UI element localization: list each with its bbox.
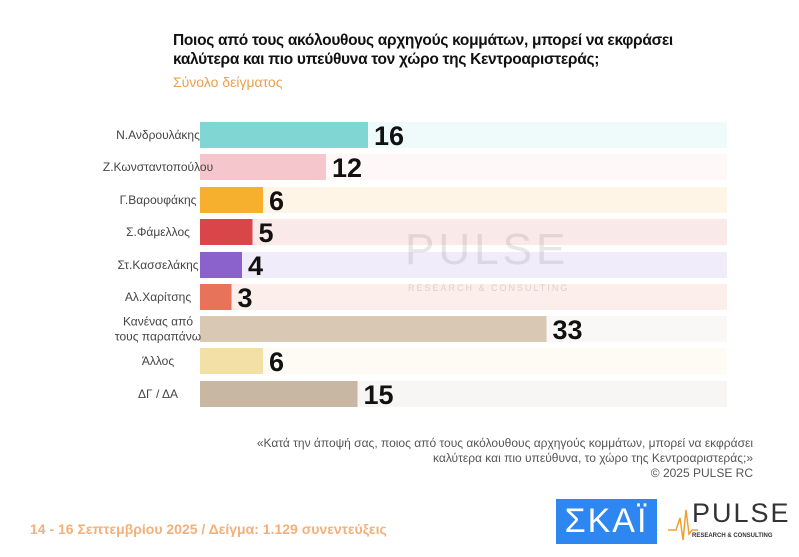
category-label: Ν.Ανδρουλάκης <box>116 128 200 142</box>
question-note: «Κατά την άποψή σας, ποιος από τους ακόλ… <box>257 436 753 481</box>
data-label: 12 <box>332 153 362 183</box>
watermark: PULSE <box>405 225 570 274</box>
bar <box>200 154 326 180</box>
category-label: Σ.Φάμελλος <box>126 225 190 239</box>
chart-subtitle: Σύνολο δείγματος <box>173 74 283 90</box>
category-label: τους παραπάνω <box>115 330 201 344</box>
bar <box>200 219 253 245</box>
data-label: 6 <box>269 186 284 216</box>
bar <box>200 348 263 374</box>
note-line-1: «Κατά την άποψή σας, ποιος από τους ακόλ… <box>256 436 753 450</box>
data-label: 16 <box>374 121 404 151</box>
pulse-logo-sub: RESEARCH & CONSULTING <box>692 533 773 539</box>
watermark-sub: RESEARCH & CONSULTING <box>408 283 570 293</box>
category-label: Ζ.Κωνσταντοπούλου <box>103 160 213 174</box>
bar-background <box>200 252 727 278</box>
data-label: 4 <box>248 251 263 281</box>
copyright: © 2025 PULSE RC <box>650 466 753 480</box>
bar <box>200 252 242 278</box>
category-label: Στ.Κασσελάκης <box>117 258 198 272</box>
category-label: Αλ.Χαρίτσης <box>125 290 191 304</box>
bar <box>200 122 368 148</box>
data-label: 5 <box>259 218 274 248</box>
bar <box>200 316 547 342</box>
data-label: 6 <box>269 347 284 377</box>
pulse-logo-text: PULSE <box>692 498 791 528</box>
bar-background <box>200 187 727 213</box>
data-label: 15 <box>364 380 394 410</box>
category-label: ΔΓ / ΔΑ <box>138 387 178 401</box>
category-label: Άλλος <box>142 354 175 368</box>
bar <box>200 284 232 310</box>
category-label: Γ.Βαρουφάκης <box>120 193 197 207</box>
pulse-logo: PULSE RESEARCH & CONSULTING <box>668 498 791 545</box>
bar <box>200 187 263 213</box>
chart-title: Ποιος από τους ακόλουθους αρχηγούς κομμά… <box>173 32 673 68</box>
data-label: 33 <box>553 315 583 345</box>
bar-background <box>200 219 727 245</box>
bar <box>200 381 358 407</box>
category-label: Κανένας από <box>123 315 193 329</box>
data-label: 3 <box>238 283 253 313</box>
bar-background <box>200 348 727 374</box>
note-line-2: καλύτερα και πιο υπεύθυνα, το χώρο της Κ… <box>433 451 753 465</box>
footer-info: 14 - 16 Σεπτεμβρίου 2025 / Δείγμα: 1.129… <box>30 521 387 537</box>
skai-logo: ΣΚΑΪ <box>556 499 657 544</box>
bar-background <box>200 284 727 310</box>
